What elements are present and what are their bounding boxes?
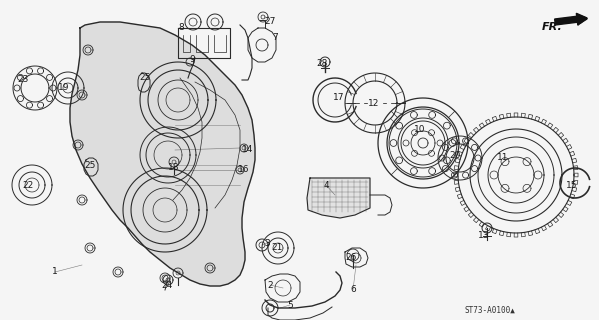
Text: 16: 16 (238, 165, 250, 174)
Text: ST73-A0100▲: ST73-A0100▲ (465, 306, 515, 315)
Text: 25: 25 (84, 161, 96, 170)
Text: 26: 26 (345, 253, 356, 262)
Text: 17: 17 (333, 92, 345, 101)
Text: 5: 5 (287, 300, 293, 309)
Text: 12: 12 (368, 99, 380, 108)
Text: 27: 27 (264, 18, 276, 27)
Text: 18: 18 (168, 164, 180, 172)
Text: 1: 1 (52, 268, 58, 276)
Polygon shape (307, 178, 370, 218)
Text: 2: 2 (267, 281, 273, 290)
Text: 3: 3 (264, 238, 270, 247)
Text: 13: 13 (478, 230, 490, 239)
Text: 23: 23 (17, 76, 29, 84)
Text: 4: 4 (323, 180, 329, 189)
Text: 19: 19 (58, 84, 69, 92)
Text: 20: 20 (449, 150, 461, 159)
Text: 28: 28 (316, 59, 328, 68)
Text: 25: 25 (140, 74, 151, 83)
Text: 6: 6 (350, 285, 356, 294)
Text: 11: 11 (497, 154, 509, 163)
Text: FR.: FR. (542, 22, 562, 32)
Text: 14: 14 (243, 146, 254, 155)
Polygon shape (70, 22, 255, 286)
FancyArrow shape (555, 13, 587, 25)
Text: 7: 7 (272, 34, 278, 43)
Text: 9: 9 (189, 55, 195, 65)
Text: 24: 24 (161, 281, 173, 290)
Text: 15: 15 (566, 180, 578, 189)
Text: 21: 21 (271, 244, 283, 252)
Text: 22: 22 (22, 180, 34, 189)
Text: 10: 10 (415, 125, 426, 134)
Text: 8: 8 (178, 23, 184, 33)
